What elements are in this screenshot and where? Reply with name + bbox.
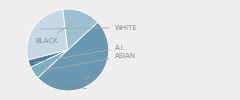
Text: WHITE: WHITE [40, 24, 138, 30]
Text: BLACK: BLACK [35, 19, 78, 44]
Text: HISPANIC: HISPANIC [55, 77, 89, 90]
Wedge shape [38, 22, 109, 91]
Wedge shape [63, 9, 98, 50]
Text: A.I.: A.I. [34, 45, 126, 63]
Wedge shape [31, 50, 68, 78]
Text: ASIAN: ASIAN [38, 53, 136, 71]
Wedge shape [28, 50, 68, 67]
Wedge shape [27, 9, 68, 60]
